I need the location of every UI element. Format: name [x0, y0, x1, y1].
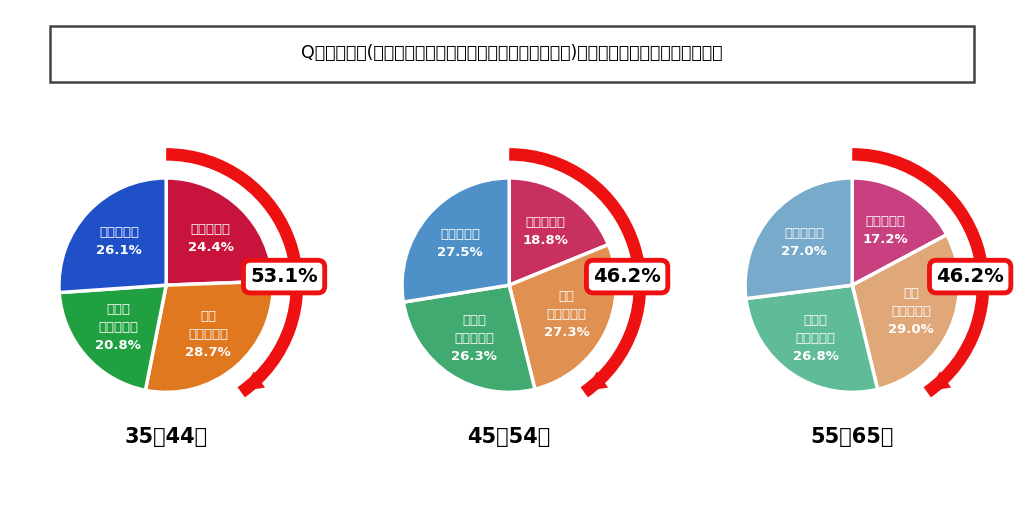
Text: あまり
興味はない
26.8%: あまり 興味はない 26.8%	[793, 314, 839, 363]
Text: 55～65歳: 55～65歳	[811, 427, 894, 447]
Wedge shape	[403, 285, 535, 392]
Text: Q：地方企業(東京・大阪・名古屋などの主要都市を除く)で働く事に興味はありますか？: Q：地方企業(東京・大阪・名古屋などの主要都市を除く)で働く事に興味はありますか…	[301, 44, 723, 62]
Text: 興味はない
27.0%: 興味はない 27.0%	[781, 227, 826, 258]
Text: 興味はない
27.5%: 興味はない 27.5%	[437, 228, 483, 259]
Text: やや
興味がある
27.3%: やや 興味がある 27.3%	[544, 290, 590, 339]
Text: 興味がある
18.8%: 興味がある 18.8%	[522, 216, 568, 247]
Text: やや
興味がある
28.7%: やや 興味がある 28.7%	[185, 309, 230, 359]
Text: やや
興味がある
29.0%: やや 興味がある 29.0%	[888, 287, 934, 336]
Wedge shape	[852, 235, 959, 389]
Wedge shape	[59, 285, 166, 390]
FancyBboxPatch shape	[50, 26, 974, 82]
Text: あまり
興味はない
26.3%: あまり 興味はない 26.3%	[451, 315, 497, 363]
Text: 興味がある
24.4%: 興味がある 24.4%	[187, 223, 233, 254]
Text: 興味はない
26.1%: 興味はない 26.1%	[96, 226, 142, 257]
Text: 53.1%: 53.1%	[250, 267, 317, 286]
Wedge shape	[745, 285, 878, 392]
Text: 46.2%: 46.2%	[936, 267, 1005, 286]
Text: 35～44歳: 35～44歳	[125, 427, 208, 447]
Wedge shape	[509, 178, 608, 285]
Wedge shape	[852, 178, 947, 285]
Text: 45～54歳: 45～54歳	[468, 427, 551, 447]
Wedge shape	[166, 178, 273, 285]
Text: あまり
興味はない
20.8%: あまり 興味はない 20.8%	[95, 303, 141, 352]
Wedge shape	[402, 178, 509, 302]
Text: 46.2%: 46.2%	[593, 267, 662, 286]
Wedge shape	[509, 245, 616, 389]
Text: 興味がある
17.2%: 興味がある 17.2%	[862, 214, 908, 246]
Wedge shape	[59, 178, 166, 292]
Wedge shape	[745, 178, 852, 299]
Wedge shape	[145, 281, 273, 392]
